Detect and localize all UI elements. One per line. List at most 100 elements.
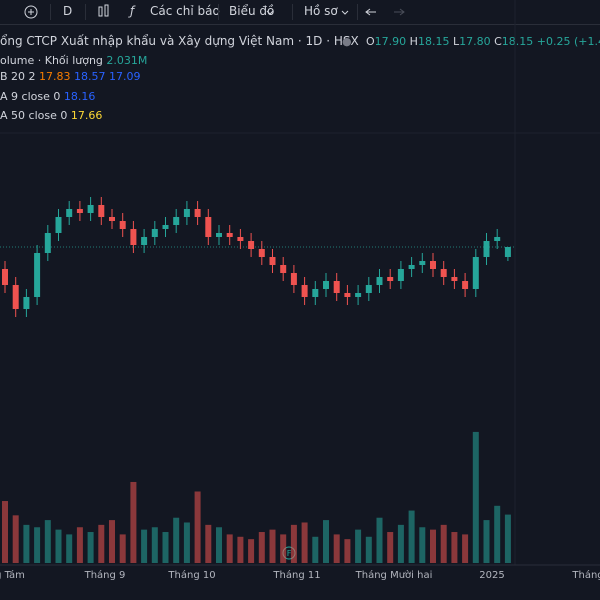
volume-bar — [87, 532, 94, 563]
volume-bar — [344, 539, 351, 563]
volume-bar — [333, 534, 340, 563]
menu-dot[interactable]: ● — [342, 35, 352, 48]
indicator-value: 17.66 — [70, 109, 103, 122]
volume-bar — [109, 520, 115, 563]
candle-body — [344, 293, 351, 297]
separator — [218, 4, 219, 20]
undo-icon[interactable] — [365, 8, 376, 16]
candle-body — [226, 233, 233, 237]
indicators-button[interactable]: Các chỉ báo — [150, 4, 220, 18]
candle-body — [430, 261, 436, 269]
indicator-value: 17.09 — [109, 70, 141, 83]
volume-bar — [34, 527, 41, 563]
candle-body — [258, 249, 265, 257]
candle-body — [504, 247, 511, 257]
volume-bar — [451, 532, 458, 563]
label: O — [366, 35, 375, 48]
indicator: B 20 2 17.83 18.57 17.09 — [0, 70, 141, 83]
separator — [50, 4, 51, 20]
volume-bar — [408, 510, 415, 563]
candle-body — [472, 257, 479, 289]
candle-body — [440, 269, 447, 277]
candle-body — [387, 277, 394, 281]
candle-body — [98, 205, 105, 217]
event-flag-letter: F — [287, 549, 292, 558]
candle-body — [323, 281, 329, 289]
volume-bar — [397, 524, 404, 563]
separator — [85, 4, 86, 20]
volume-bar — [312, 536, 319, 563]
candle-body — [301, 285, 308, 297]
volume-bar — [504, 514, 511, 563]
candle-body — [119, 221, 126, 229]
volume-bar — [119, 534, 126, 563]
candle-body — [205, 217, 212, 237]
volume-bar — [216, 527, 222, 563]
volume-bar — [2, 501, 8, 563]
indicator-name: olume · Khối lượng — [0, 54, 103, 67]
candle-body — [194, 209, 201, 217]
candle-body — [419, 261, 426, 265]
indicator: A 9 close 0 18.16 — [0, 90, 95, 103]
volume-bar — [376, 517, 383, 563]
volume-bar — [290, 524, 297, 563]
indicator: A 50 close 0 17.66 — [0, 109, 102, 122]
candle-body — [151, 229, 158, 237]
candle-icon — [104, 4, 109, 17]
label: H — [409, 35, 418, 48]
toolbar: D ƒ Các chỉ báo Biểu đồ Hồ sơ — [0, 0, 600, 25]
volume-bar — [323, 520, 329, 563]
redo-icon[interactable] — [394, 8, 405, 16]
candle-body — [376, 277, 383, 285]
volume-bar — [76, 527, 83, 563]
x-tick-label: Tháng 9 — [84, 570, 126, 581]
volume-bar — [151, 527, 158, 563]
change: +0.25 (+1.40%) — [536, 35, 600, 48]
profile-button[interactable]: Hồ sơ — [304, 4, 338, 18]
candle-body — [76, 209, 83, 213]
symbol-title: ổng CTCP Xuất nhập khẩu và Xây dựng Việt… — [0, 34, 359, 48]
candle-body — [162, 225, 169, 229]
volume-bar — [98, 524, 105, 563]
candle-icon[interactable] — [98, 6, 103, 17]
x-tick-label: Tháng — [572, 570, 600, 581]
indicator-name: A 9 close 0 — [0, 90, 61, 103]
add-icon[interactable] — [24, 5, 38, 19]
x-tick-label: g Tám — [0, 570, 25, 581]
candle-body — [87, 205, 94, 213]
candle-body — [23, 297, 30, 309]
candle-body — [483, 241, 490, 257]
candle-body — [55, 217, 62, 233]
volume-bar — [387, 532, 394, 563]
volume-bar — [173, 517, 180, 563]
volume-bar — [130, 481, 137, 563]
indicator-value: 18.16 — [63, 90, 96, 103]
x-tick-label: Tháng 11 — [273, 570, 321, 581]
value: 18.15 — [501, 35, 534, 48]
value: 18.15 — [417, 35, 450, 48]
indicator-value: 18.57 — [74, 70, 106, 83]
interval-button[interactable]: D — [63, 4, 73, 18]
candle-body — [312, 289, 319, 297]
candle-body — [237, 237, 244, 241]
candle-body — [66, 209, 73, 217]
value: 17.90 — [374, 35, 407, 48]
volume-bar — [440, 524, 447, 563]
candle-body — [173, 217, 180, 225]
candle-body — [216, 233, 222, 237]
volume-bar — [365, 536, 372, 563]
candle-body — [130, 229, 137, 245]
candle-body — [290, 273, 297, 285]
volume-bar — [66, 534, 73, 563]
dropdown-arrow — [266, 10, 349, 15]
indicator-name: B 20 2 — [0, 70, 36, 83]
volume-bar — [248, 539, 255, 563]
value: 17.80 — [459, 35, 491, 48]
ohlc-legend: O17.90 H18.15 L17.80 C18.15 +0.25 (+1.40… — [366, 35, 600, 48]
candle-body — [12, 285, 19, 309]
candle-body — [248, 241, 255, 249]
volume-bar — [269, 529, 276, 563]
chart-type-button[interactable]: Biểu đồ — [229, 4, 275, 18]
